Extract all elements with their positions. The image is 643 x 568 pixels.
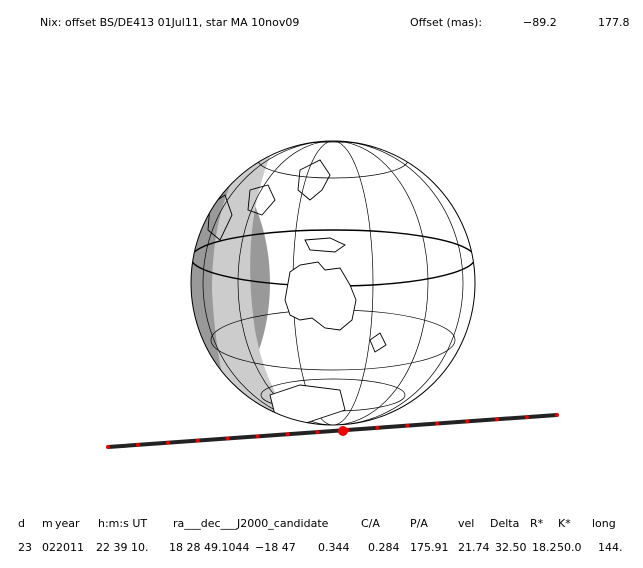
- path-dot: [165, 440, 170, 445]
- column-header: vel: [458, 517, 474, 530]
- shadow-path: [106, 413, 559, 449]
- table-cell: −18 47: [255, 541, 296, 554]
- path-dot: [195, 438, 200, 443]
- path-dot: [465, 419, 470, 424]
- path-dot: [555, 413, 559, 417]
- table-cell: 50.0: [557, 541, 582, 554]
- closest-approach: [338, 426, 348, 436]
- offset-label: Offset (mas):: [410, 16, 482, 29]
- header-title: Nix: offset BS/DE413 01Jul11, star MA 10…: [40, 16, 299, 29]
- path-dot: [525, 415, 530, 420]
- path-dot: [285, 432, 290, 437]
- table-cell: 144.: [598, 541, 623, 554]
- path-dot: [405, 423, 410, 428]
- column-header: long: [592, 517, 616, 530]
- column-header: C/A: [361, 517, 380, 530]
- offset-value: 177.8: [598, 16, 630, 29]
- table-cell: 32.50: [495, 541, 527, 554]
- table-cell: 22 39 10.: [96, 541, 148, 554]
- column-header: m: [42, 517, 53, 530]
- column-header: R*: [530, 517, 544, 530]
- path-dot: [435, 421, 440, 426]
- column-header: K*: [558, 517, 571, 530]
- table-cell: 18.2: [532, 541, 557, 554]
- path-dot: [255, 434, 260, 439]
- column-header: P/A: [410, 517, 428, 530]
- table-cell: 18 28 49.1044: [169, 541, 249, 554]
- column-header: h:m:s UT: [98, 517, 147, 530]
- offset-value: −89.2: [523, 16, 557, 29]
- path-dot: [135, 442, 140, 447]
- column-header: Delta: [490, 517, 519, 530]
- path-dot: [225, 436, 230, 441]
- table-cell: 0.284: [368, 541, 400, 554]
- column-header: d: [18, 517, 25, 530]
- column-header: year: [55, 517, 80, 530]
- path-dot: [106, 445, 110, 449]
- table-cell: 2011: [56, 541, 84, 554]
- path-dot: [495, 417, 500, 422]
- globe: [190, 140, 476, 426]
- table-cell: 21.74: [458, 541, 490, 554]
- table-cell: 0.344: [318, 541, 350, 554]
- table-cell: 23: [18, 541, 32, 554]
- column-header: ra___dec___J2000_candidate: [173, 517, 329, 530]
- table-cell: 175.91: [410, 541, 449, 554]
- path-dot: [375, 425, 380, 430]
- table-cell: 02: [42, 541, 56, 554]
- path-dot: [315, 430, 320, 435]
